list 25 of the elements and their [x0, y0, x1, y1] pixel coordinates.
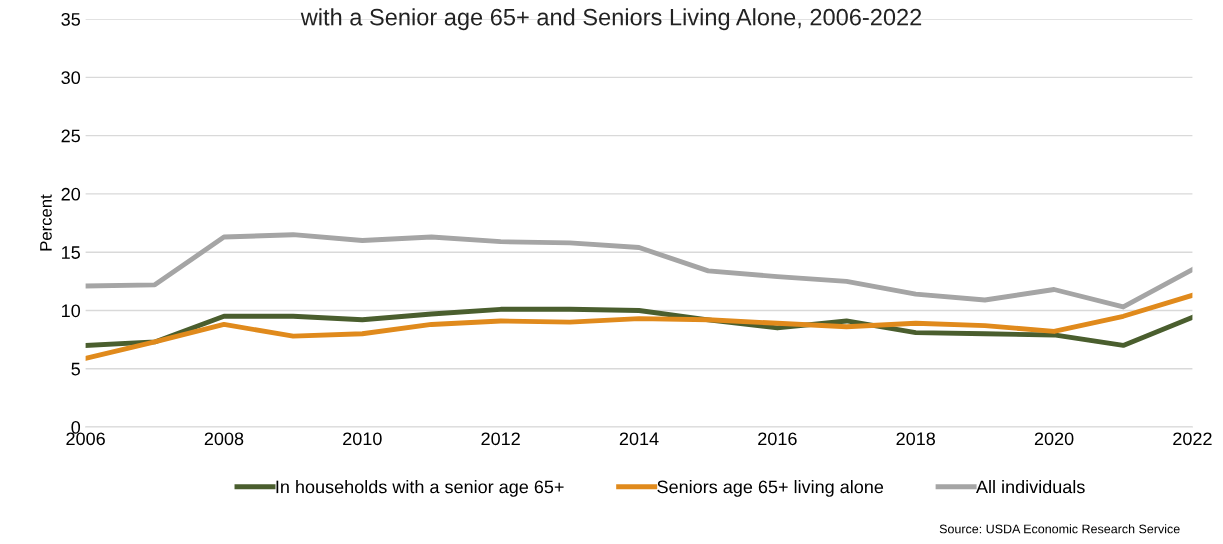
chart-title: with a Senior age 65+ and Seniors Living Alone, 2006-2022	[300, 8, 922, 31]
y-tick-label: 5	[71, 362, 80, 376]
x-tick-label: 2014	[619, 432, 659, 446]
line-series	[85, 292, 1193, 361]
y-tick-label: 25	[61, 129, 80, 143]
line-series	[85, 232, 1193, 310]
x-tick-label: 2018	[896, 432, 936, 446]
y-tick-label: 0	[71, 420, 81, 434]
x-tick-label: 2012	[481, 432, 520, 446]
x-tick-label: 2020	[1034, 432, 1074, 446]
legend-label: In households with a senior age 65+	[276, 480, 564, 497]
x-tick-label: 2008	[204, 432, 244, 446]
y-tick-label: 30	[61, 71, 81, 85]
y-tick-label: 10	[62, 304, 81, 318]
x-tick-label: 2010	[343, 432, 382, 446]
legend-label: All individuals	[976, 480, 1085, 494]
source-note: Source: USDA Economic Research Service	[939, 524, 1180, 534]
y-axis-title: Percent	[40, 194, 52, 251]
x-tick-label: 2006	[66, 432, 105, 446]
legend-label: Seniors age 65+ living alone	[657, 480, 884, 497]
x-tick-label: 2016	[758, 432, 797, 446]
x-tick-label: 2022	[1173, 432, 1212, 446]
y-tick-label: 20	[61, 187, 81, 201]
y-tick-label: 15	[62, 246, 80, 259]
y-tick-label: 35	[61, 12, 80, 26]
